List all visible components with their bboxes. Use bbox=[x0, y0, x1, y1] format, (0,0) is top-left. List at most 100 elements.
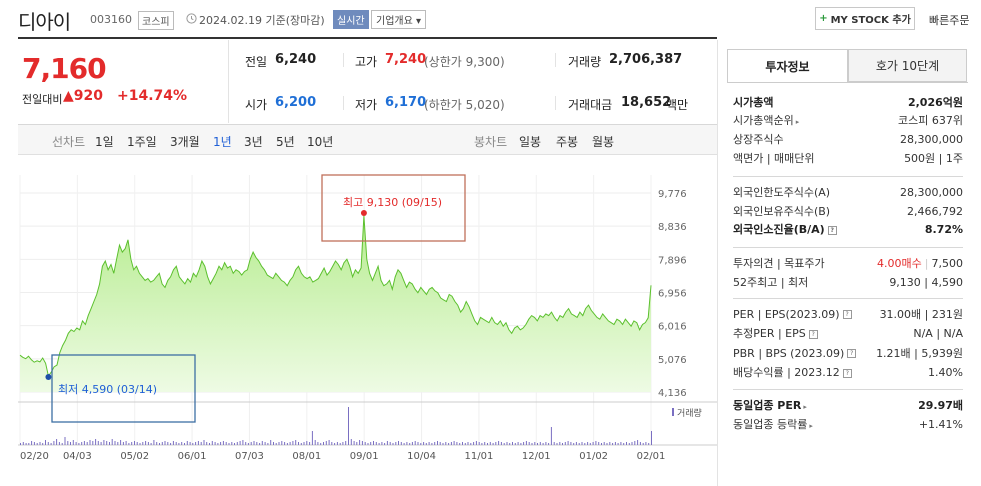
x-tick-label: 06/01 bbox=[178, 451, 207, 462]
tab-daily[interactable]: 일봉 bbox=[519, 135, 542, 149]
triangle-right-icon: ▸ bbox=[795, 118, 800, 126]
tab-monthly[interactable]: 월봉 bbox=[592, 135, 615, 149]
high-marker bbox=[360, 210, 367, 216]
volume-bar bbox=[578, 443, 580, 445]
tab-3month[interactable]: 3개월 bbox=[170, 135, 200, 149]
volume-bar bbox=[389, 442, 391, 445]
volume-bar bbox=[222, 441, 224, 445]
volume-bar bbox=[350, 439, 352, 445]
help-icon[interactable]: ? bbox=[847, 349, 857, 358]
volume-bar bbox=[117, 442, 119, 445]
volume-bar bbox=[542, 443, 544, 445]
industry-change-label[interactable]: 동일업종 등락률 bbox=[733, 418, 808, 431]
change-value: ▲920 bbox=[63, 88, 103, 104]
x-tick-label: 02/20 bbox=[20, 451, 49, 462]
volume-bar bbox=[245, 442, 247, 445]
volume-bar bbox=[462, 442, 463, 445]
volume-bar bbox=[570, 442, 572, 445]
tab-3year[interactable]: 3년 bbox=[244, 135, 263, 149]
low-label: 저가 bbox=[355, 98, 378, 112]
quick-order-link[interactable]: 빠른주문 bbox=[929, 14, 970, 27]
volume-bar bbox=[475, 441, 477, 445]
volume-bar bbox=[606, 443, 608, 445]
foreign-ratio-value: 8.72% bbox=[924, 222, 963, 236]
amount-unit: 백만 bbox=[666, 98, 689, 112]
volume-bar bbox=[103, 440, 105, 445]
volume-bar bbox=[414, 441, 416, 445]
section-divider bbox=[733, 176, 963, 177]
volume-bar bbox=[261, 441, 263, 445]
industry-per-label[interactable]: 동일업종 PER bbox=[733, 399, 802, 412]
volume-bar bbox=[231, 442, 233, 445]
low-marker bbox=[45, 374, 52, 380]
volume-bar bbox=[587, 442, 589, 445]
tab-orderbook[interactable]: 호가 10단계 bbox=[848, 49, 967, 82]
volume-bar bbox=[498, 441, 500, 445]
volume-bar bbox=[89, 440, 91, 445]
week52-row: 52주최고 | 최저 9,130 | 4,590 bbox=[733, 274, 963, 290]
help-icon[interactable]: ? bbox=[808, 329, 818, 339]
y-tick-label: 5,076 bbox=[658, 355, 687, 366]
volume-bar bbox=[120, 440, 122, 445]
volume-bar bbox=[361, 441, 363, 445]
volume-bar bbox=[100, 442, 102, 445]
realtime-button[interactable]: 실시간 bbox=[333, 10, 369, 29]
volume-bar bbox=[378, 443, 380, 445]
current-price: 7,160 bbox=[22, 52, 107, 85]
tab-5year[interactable]: 5년 bbox=[276, 135, 295, 149]
add-mystock-button[interactable]: + MY STOCK 추가 bbox=[815, 7, 915, 30]
volume-bar bbox=[64, 437, 66, 445]
volume-bar bbox=[584, 443, 586, 445]
tab-10year[interactable]: 10년 bbox=[307, 135, 334, 149]
tab-weekly[interactable]: 주봉 bbox=[556, 135, 579, 149]
volume-bar bbox=[386, 441, 388, 445]
volume-bar bbox=[47, 442, 49, 445]
volume-bar bbox=[275, 443, 277, 445]
volume-bar bbox=[186, 441, 188, 445]
volume-bar bbox=[33, 442, 35, 445]
volume-bar bbox=[503, 443, 505, 445]
volume-bar bbox=[481, 443, 483, 445]
tab-1day[interactable]: 1일 bbox=[95, 135, 114, 149]
dividend-label: 배당수익률 | 2023.12 bbox=[733, 366, 840, 379]
foreign-limit-label: 외국인한도주식수(A) bbox=[733, 186, 831, 199]
volume-bar bbox=[564, 442, 566, 445]
volume-bar bbox=[637, 440, 639, 445]
volume-bar bbox=[270, 440, 272, 445]
volume-bar bbox=[72, 440, 74, 445]
volume-bar bbox=[192, 443, 194, 445]
plus-icon: + bbox=[819, 13, 828, 24]
volume-bar bbox=[20, 443, 21, 445]
tab-invest-info[interactable]: 투자정보 bbox=[727, 49, 848, 82]
volume-bar bbox=[592, 442, 594, 445]
market-cap-rank-label[interactable]: 시가총액순위 bbox=[733, 114, 794, 127]
listed-shares-row: 상장주식수 28,300,000 bbox=[733, 131, 963, 147]
volume-bar bbox=[309, 442, 311, 445]
volume-bar bbox=[464, 443, 466, 445]
header-divider bbox=[18, 37, 717, 39]
help-icon[interactable]: ? bbox=[842, 368, 852, 378]
market-cap-rank-value: 코스피 637위 bbox=[898, 114, 963, 127]
triangle-right-icon: ▸ bbox=[803, 403, 807, 411]
per-eps-row: PER | EPS(2023.09)? 31.00배 | 231원 bbox=[733, 306, 963, 322]
volume-bar bbox=[631, 442, 633, 445]
market-badge: 코스피 bbox=[138, 11, 174, 30]
volume-bar bbox=[200, 442, 202, 445]
volume-bar bbox=[453, 441, 455, 445]
x-tick-label: 05/02 bbox=[120, 451, 149, 462]
volume-bar bbox=[86, 442, 88, 445]
volume-bar bbox=[197, 441, 199, 445]
tab-1week[interactable]: 1주일 bbox=[127, 135, 157, 149]
volume-bar bbox=[75, 442, 77, 445]
volume-bar bbox=[323, 442, 324, 445]
volume-bar bbox=[164, 441, 166, 445]
volume-value: 2,706,387 bbox=[609, 52, 683, 67]
volume-bar bbox=[456, 442, 458, 445]
company-overview-dropdown[interactable]: 기업개요 ▾ bbox=[371, 10, 426, 29]
help-icon[interactable]: ? bbox=[842, 310, 852, 319]
volume-bar bbox=[420, 443, 422, 445]
tab-1year[interactable]: 1년 bbox=[213, 135, 232, 149]
price-chart[interactable]: 9,776 8,836 7,896 6,956 6,016 5,076 4,136 02/20… bbox=[18, 155, 717, 465]
help-icon[interactable]: ? bbox=[827, 225, 837, 235]
volume-bar bbox=[22, 442, 24, 445]
